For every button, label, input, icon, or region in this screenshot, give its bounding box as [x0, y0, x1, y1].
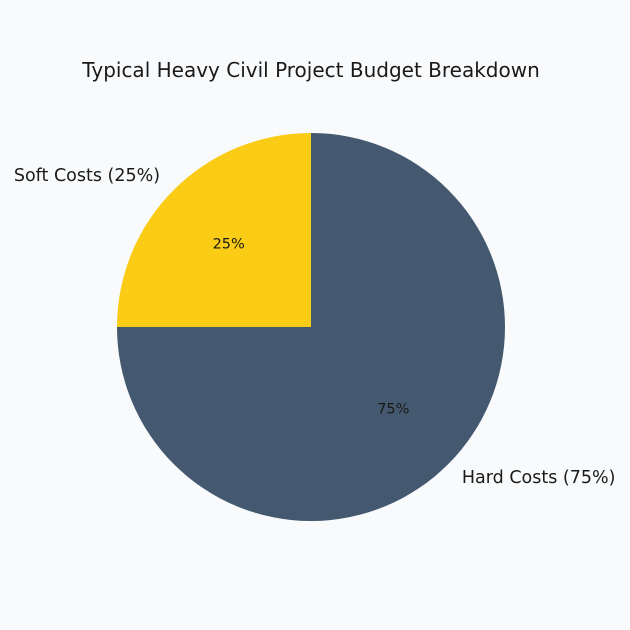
slice-percent-label-1: 25%: [213, 237, 245, 253]
slice-label-1: Soft Costs (25%): [14, 166, 160, 186]
slice-percent-label-2: 75%: [377, 401, 409, 417]
slice-label-2: Hard Costs (75%): [462, 468, 616, 488]
slices-layer: [117, 133, 505, 521]
labels-layer: 25% Soft Costs (25%) 75% Hard Costs (75%): [14, 166, 616, 488]
pie-slice-2: [117, 133, 505, 521]
pie-slice-1: [117, 133, 311, 327]
chart-title: Typical Heavy Civil Project Budget Break…: [81, 58, 540, 82]
